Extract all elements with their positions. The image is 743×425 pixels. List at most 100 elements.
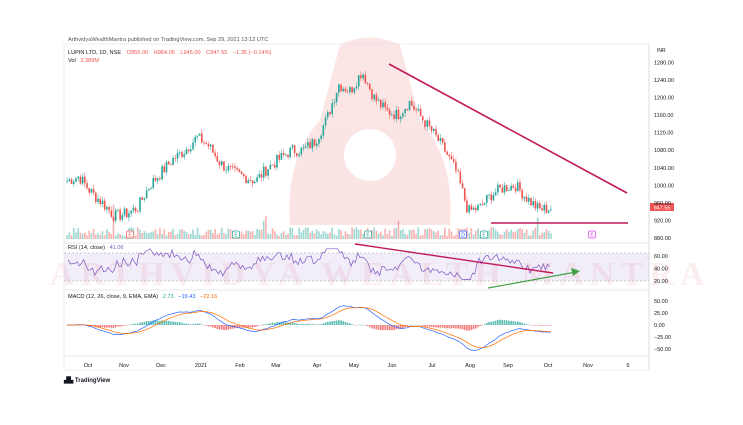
volume-bar bbox=[185, 231, 188, 239]
rsi-trendline[interactable] bbox=[354, 243, 554, 274]
macd-histogram-bar bbox=[477, 325, 479, 328]
volume-bar bbox=[251, 231, 254, 239]
candle-body bbox=[112, 216, 115, 221]
macd-histogram-bar bbox=[472, 325, 475, 330]
candle-body bbox=[313, 139, 316, 146]
candle-body bbox=[225, 170, 227, 172]
candle-body bbox=[486, 195, 488, 203]
volume-bar bbox=[388, 230, 391, 239]
candle-body bbox=[289, 147, 292, 158]
volume-legend[interactable]: Vol 3.389M bbox=[68, 58, 99, 64]
price-tick: 1280.00 bbox=[654, 60, 674, 66]
macd-histogram-bar bbox=[340, 320, 342, 325]
candle-body bbox=[187, 149, 190, 152]
macd-histogram-bar bbox=[510, 320, 512, 325]
macd-histogram-bar bbox=[190, 324, 192, 325]
candle-body bbox=[298, 154, 300, 157]
candle-body bbox=[393, 114, 395, 119]
volume-bar bbox=[66, 235, 68, 239]
macd-histogram-bar bbox=[95, 325, 97, 328]
macd-histogram-bar bbox=[139, 322, 141, 325]
candle-body bbox=[386, 107, 389, 110]
candle-body bbox=[271, 164, 274, 166]
tradingview-logo[interactable]: ▟▙ TradingView bbox=[64, 377, 110, 384]
event-marker[interactable] bbox=[588, 230, 596, 239]
macd-tick: 50.00 bbox=[654, 299, 668, 305]
macd-histogram-bar bbox=[519, 321, 521, 325]
volume-bar bbox=[212, 233, 214, 239]
candle-body bbox=[309, 142, 311, 149]
rsi-legend[interactable]: RSI (14, close) 41.06 bbox=[68, 245, 124, 251]
candle-body bbox=[530, 197, 532, 206]
rsi-line bbox=[67, 248, 551, 280]
macd-histogram-bar bbox=[119, 325, 121, 327]
candle-body bbox=[452, 159, 455, 162]
macd-histogram-bar bbox=[318, 324, 320, 325]
candle-body bbox=[99, 198, 102, 205]
time-tick: Apr bbox=[313, 363, 322, 369]
candle-body bbox=[209, 144, 212, 147]
candle-body bbox=[430, 126, 433, 131]
volume-bar bbox=[278, 235, 280, 239]
event-marker[interactable] bbox=[126, 230, 134, 239]
candle-body bbox=[410, 100, 413, 106]
candle-body bbox=[196, 135, 199, 137]
macd-histogram-bar bbox=[249, 325, 252, 328]
event-marker[interactable] bbox=[480, 230, 488, 239]
candle-body bbox=[448, 154, 451, 157]
macd-histogram-bar bbox=[457, 325, 459, 329]
event-marker[interactable] bbox=[364, 230, 372, 239]
candle-body bbox=[536, 203, 539, 209]
macd-histogram-bar bbox=[335, 320, 338, 325]
macd-histogram-bar bbox=[121, 325, 124, 327]
resistance-trendline[interactable] bbox=[388, 63, 628, 194]
rsi-divergence-arrow[interactable] bbox=[487, 268, 580, 289]
macd-histogram-bar bbox=[448, 325, 451, 329]
macd-histogram-bar bbox=[88, 325, 90, 327]
volume-bar bbox=[285, 234, 287, 239]
macd-legend[interactable]: MACD (12, 26, close, 9, EMA, EMA) 2.73 −… bbox=[68, 294, 217, 300]
candle-body bbox=[183, 154, 185, 157]
volume-bar bbox=[424, 229, 426, 239]
macd-histogram-bar bbox=[161, 320, 163, 325]
candle-body bbox=[125, 208, 128, 218]
event-marker[interactable] bbox=[459, 230, 467, 239]
macd-histogram-bar bbox=[304, 323, 307, 325]
macd-histogram-bar bbox=[514, 321, 517, 325]
price-tick: 880.00 bbox=[654, 236, 671, 242]
rsi-axis[interactable]: 60.00 40.00 20.00 bbox=[654, 254, 668, 285]
volume-bar bbox=[298, 227, 300, 239]
volume-bar bbox=[335, 235, 338, 239]
macd-histogram-bar bbox=[388, 325, 391, 331]
macd-histogram-bar bbox=[360, 324, 362, 326]
macd-histogram-bar bbox=[101, 325, 104, 328]
candle-body bbox=[66, 181, 68, 182]
event-marker[interactable] bbox=[232, 230, 240, 239]
candle-body bbox=[426, 120, 428, 127]
macd-histogram-bar bbox=[83, 324, 86, 326]
candle-body bbox=[472, 207, 475, 210]
macd-histogram-bar bbox=[174, 321, 177, 325]
candle-body bbox=[315, 143, 318, 146]
time-axis[interactable]: Oct Nov Dec 2021 Feb Mar Apr May Jun Jul Aug Sep Oct… bbox=[84, 363, 630, 369]
volume-bar bbox=[117, 233, 119, 239]
candle-body bbox=[543, 204, 546, 211]
macd-histogram-bar bbox=[545, 325, 548, 326]
rsi-label: RSI (14, close) bbox=[68, 245, 105, 251]
macd-histogram-bar bbox=[426, 325, 428, 327]
volume-bar bbox=[439, 235, 442, 239]
symbol-legend[interactable]: LUPIN LTD, 1D, NSE O955.00 H964.05 L945.… bbox=[68, 50, 275, 56]
event-marker-label: E bbox=[234, 233, 238, 239]
candle-body bbox=[534, 201, 537, 209]
macd-axis[interactable]: 50.00 25.00 0.00 −25.00 −50.00 bbox=[654, 299, 671, 353]
candle-body bbox=[366, 83, 369, 84]
macd-histogram-bar bbox=[192, 324, 194, 325]
macd-histogram-bar bbox=[371, 325, 373, 329]
volume-bar bbox=[545, 229, 548, 239]
price-axis[interactable]: 1280.00 1240.00 1200.00 1160.00 1120.00 1080.… bbox=[654, 60, 674, 242]
candle-body bbox=[302, 147, 305, 149]
candle-body bbox=[539, 203, 541, 209]
volume-bar bbox=[514, 231, 517, 239]
